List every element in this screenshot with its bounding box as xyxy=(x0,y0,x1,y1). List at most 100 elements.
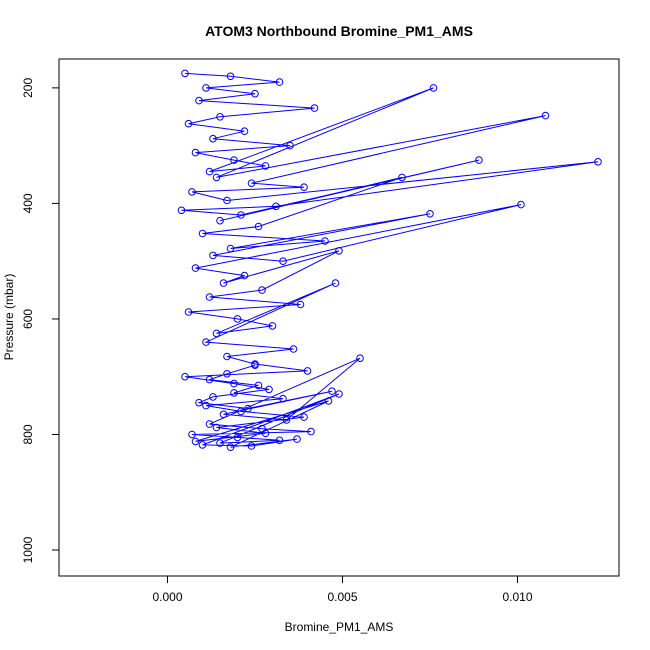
data-point xyxy=(233,315,242,323)
data-point xyxy=(275,436,284,445)
data-point xyxy=(191,264,200,272)
data-point xyxy=(328,387,336,396)
data-point xyxy=(293,435,301,443)
data-point xyxy=(188,188,196,196)
data-point xyxy=(300,413,308,421)
data-point xyxy=(195,96,203,105)
data-point xyxy=(219,279,228,287)
y-axis-label: Pressure (mbar) xyxy=(2,274,16,361)
data-point xyxy=(205,375,214,384)
x-tick-label-2: 0.010 xyxy=(502,590,532,604)
data-point xyxy=(205,293,214,301)
data-point xyxy=(209,393,217,401)
data-point xyxy=(296,300,305,309)
y-tick-label-0: 200 xyxy=(21,78,35,98)
data-point xyxy=(226,244,235,253)
x-axis: 0.000 0.005 0.010 xyxy=(152,575,533,604)
data-point xyxy=(209,134,217,143)
data-point xyxy=(230,389,238,397)
data-point xyxy=(233,433,242,442)
data-point xyxy=(191,437,200,446)
data-point xyxy=(258,286,266,294)
data-point xyxy=(230,379,238,388)
data-point xyxy=(261,162,270,170)
data-point xyxy=(184,308,193,316)
data-point xyxy=(426,210,434,218)
data-point xyxy=(244,404,252,413)
data-point xyxy=(209,251,217,260)
data-point xyxy=(216,439,224,447)
data-point xyxy=(289,345,298,353)
data-point xyxy=(184,119,193,128)
data-point xyxy=(475,156,483,164)
x-tick-label-0: 0.000 xyxy=(152,590,182,604)
data-point xyxy=(251,361,259,370)
data-point xyxy=(212,173,221,182)
data-point xyxy=(254,381,263,390)
data-point xyxy=(181,69,189,78)
x-axis-label: Bromine_PM1_AMS xyxy=(285,620,394,634)
data-point xyxy=(275,78,284,86)
data-point xyxy=(300,183,308,191)
data-point xyxy=(226,72,235,81)
data-point xyxy=(237,211,245,219)
data-point xyxy=(202,84,210,92)
data-point xyxy=(310,104,319,112)
data-point xyxy=(541,111,550,120)
series-line-0 xyxy=(181,72,599,448)
data-point xyxy=(188,430,196,439)
data-point xyxy=(216,113,224,121)
data-point xyxy=(324,397,333,405)
data-point xyxy=(195,398,203,407)
data-point xyxy=(429,84,438,92)
data-point xyxy=(191,148,200,157)
y-tick-label-4: 1000 xyxy=(21,536,35,563)
data-point xyxy=(240,127,249,135)
data-point xyxy=(181,372,189,381)
data-point xyxy=(303,367,312,375)
data-point xyxy=(265,385,273,394)
data-point xyxy=(202,401,210,410)
data-point xyxy=(594,158,602,166)
data-point xyxy=(261,429,270,438)
data-point xyxy=(331,279,340,287)
data-point xyxy=(307,427,315,436)
data-point xyxy=(240,271,249,280)
data-point xyxy=(230,156,238,164)
data-point xyxy=(198,441,207,449)
data-point xyxy=(223,370,231,378)
data-point xyxy=(226,443,235,452)
series-layer xyxy=(177,69,602,452)
data-point xyxy=(279,394,287,403)
data-point xyxy=(205,420,214,428)
data-point xyxy=(251,89,259,98)
y-tick-label-2: 600 xyxy=(21,309,35,329)
data-point xyxy=(177,206,186,215)
data-point xyxy=(219,410,228,419)
data-point xyxy=(247,179,256,187)
data-point xyxy=(212,423,221,432)
x-tick-label-1: 0.005 xyxy=(327,590,357,604)
y-tick-label-3: 800 xyxy=(21,424,35,444)
data-point xyxy=(223,196,231,205)
data-point xyxy=(517,200,525,209)
y-tick-label-1: 400 xyxy=(21,193,35,213)
data-point xyxy=(279,257,287,266)
data-point xyxy=(237,407,245,416)
data-point xyxy=(335,247,343,255)
data-point xyxy=(254,222,263,231)
data-point xyxy=(247,442,256,450)
data-point xyxy=(398,173,406,182)
data-point xyxy=(282,416,291,424)
data-point xyxy=(356,354,364,363)
y-axis: 200 400 600 800 1000 xyxy=(21,78,60,563)
data-point xyxy=(198,229,207,238)
data-point xyxy=(216,216,224,225)
data-point xyxy=(202,338,210,346)
data-point xyxy=(286,141,294,150)
data-point xyxy=(205,167,214,176)
data-point xyxy=(272,202,280,211)
data-point xyxy=(212,329,221,338)
